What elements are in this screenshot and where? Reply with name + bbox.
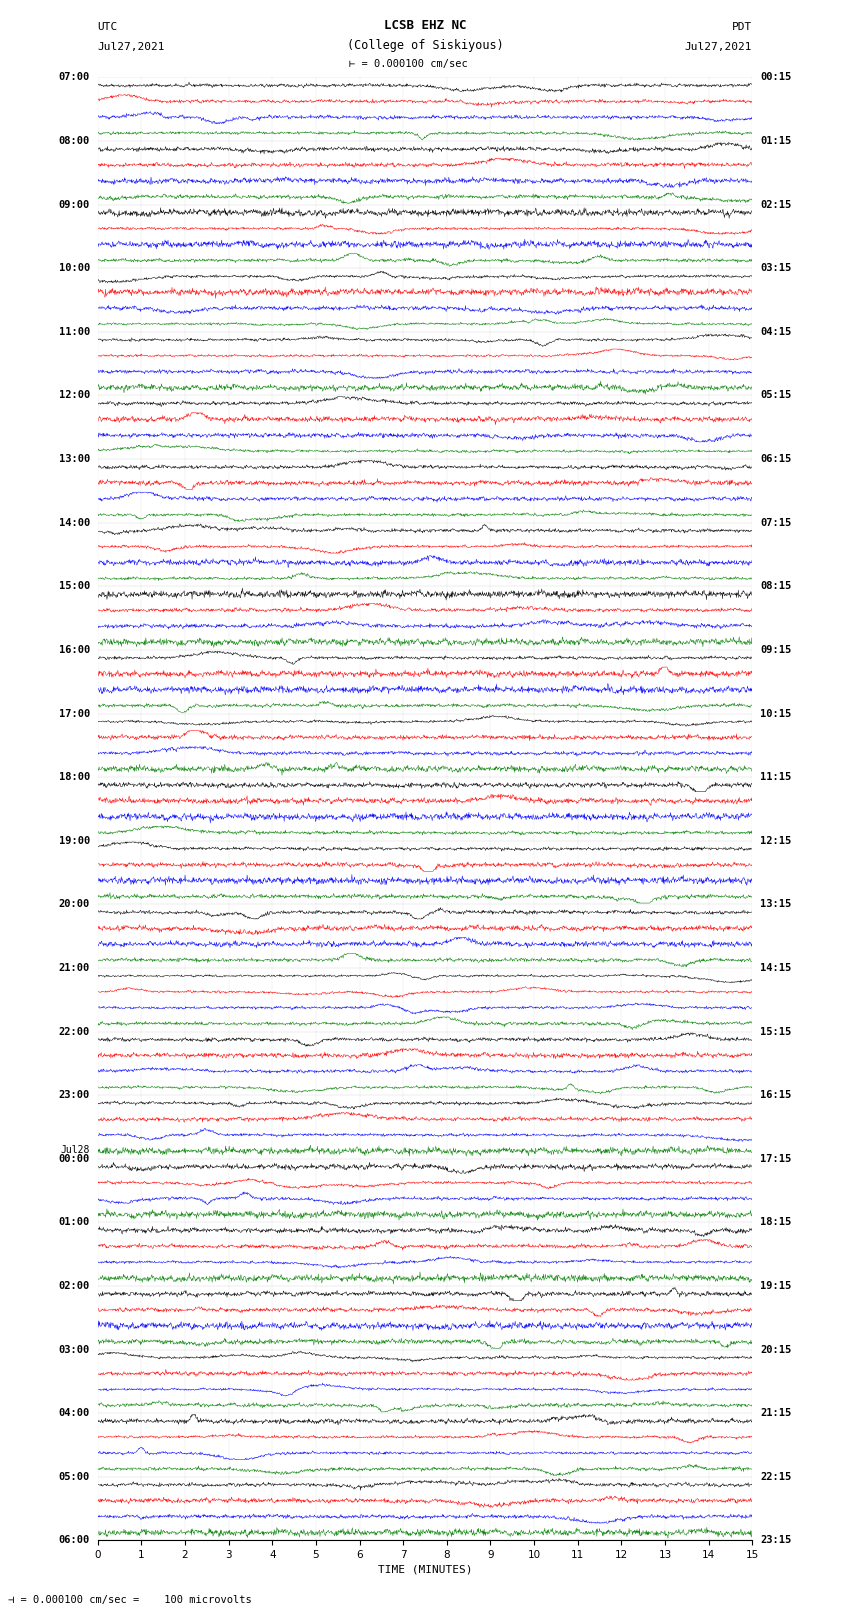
Text: 23:15: 23:15 (760, 1536, 791, 1545)
Text: 20:00: 20:00 (59, 900, 90, 910)
Text: 13:00: 13:00 (59, 455, 90, 465)
Text: 11:15: 11:15 (760, 773, 791, 782)
Text: LCSB EHZ NC: LCSB EHZ NC (383, 19, 467, 32)
Text: PDT: PDT (732, 23, 752, 32)
Text: 17:15: 17:15 (760, 1153, 791, 1163)
Text: 23:00: 23:00 (59, 1090, 90, 1100)
Text: 03:00: 03:00 (59, 1345, 90, 1355)
Text: 00:15: 00:15 (760, 73, 791, 82)
Text: 16:00: 16:00 (59, 645, 90, 655)
Text: 21:00: 21:00 (59, 963, 90, 973)
Text: 12:15: 12:15 (760, 836, 791, 845)
Text: 15:00: 15:00 (59, 581, 90, 592)
Text: 06:00: 06:00 (59, 1536, 90, 1545)
Text: UTC: UTC (98, 23, 118, 32)
Text: 16:15: 16:15 (760, 1090, 791, 1100)
Text: Jul28: Jul28 (60, 1145, 90, 1155)
Text: 15:15: 15:15 (760, 1026, 791, 1037)
Text: 17:00: 17:00 (59, 708, 90, 718)
Text: 11:00: 11:00 (59, 327, 90, 337)
Text: 10:15: 10:15 (760, 708, 791, 718)
Text: 06:15: 06:15 (760, 455, 791, 465)
Text: 01:15: 01:15 (760, 135, 791, 147)
Text: 00:00: 00:00 (59, 1153, 90, 1163)
Text: 01:00: 01:00 (59, 1218, 90, 1227)
Text: Jul27,2021: Jul27,2021 (685, 42, 752, 52)
Text: 21:15: 21:15 (760, 1408, 791, 1418)
Text: 09:15: 09:15 (760, 645, 791, 655)
X-axis label: TIME (MINUTES): TIME (MINUTES) (377, 1565, 473, 1574)
Text: 05:15: 05:15 (760, 390, 791, 400)
Text: Jul27,2021: Jul27,2021 (98, 42, 165, 52)
Text: 19:00: 19:00 (59, 836, 90, 845)
Text: 09:00: 09:00 (59, 200, 90, 210)
Text: 05:00: 05:00 (59, 1471, 90, 1482)
Text: 02:15: 02:15 (760, 200, 791, 210)
Text: 20:15: 20:15 (760, 1345, 791, 1355)
Text: 07:15: 07:15 (760, 518, 791, 527)
Text: 04:00: 04:00 (59, 1408, 90, 1418)
Text: 18:00: 18:00 (59, 773, 90, 782)
Text: ⊣ = 0.000100 cm/sec =    100 microvolts: ⊣ = 0.000100 cm/sec = 100 microvolts (8, 1595, 252, 1605)
Text: (College of Siskiyous): (College of Siskiyous) (347, 39, 503, 52)
Text: 10:00: 10:00 (59, 263, 90, 273)
Text: 02:00: 02:00 (59, 1281, 90, 1290)
Text: 08:15: 08:15 (760, 581, 791, 592)
Text: 14:15: 14:15 (760, 963, 791, 973)
Text: 19:15: 19:15 (760, 1281, 791, 1290)
Text: 14:00: 14:00 (59, 518, 90, 527)
Text: 18:15: 18:15 (760, 1218, 791, 1227)
Text: 22:00: 22:00 (59, 1026, 90, 1037)
Text: 13:15: 13:15 (760, 900, 791, 910)
Text: 12:00: 12:00 (59, 390, 90, 400)
Text: 03:15: 03:15 (760, 263, 791, 273)
Text: 08:00: 08:00 (59, 135, 90, 147)
Text: ⊢ = 0.000100 cm/sec: ⊢ = 0.000100 cm/sec (348, 60, 468, 69)
Text: 07:00: 07:00 (59, 73, 90, 82)
Text: 04:15: 04:15 (760, 327, 791, 337)
Text: 22:15: 22:15 (760, 1471, 791, 1482)
